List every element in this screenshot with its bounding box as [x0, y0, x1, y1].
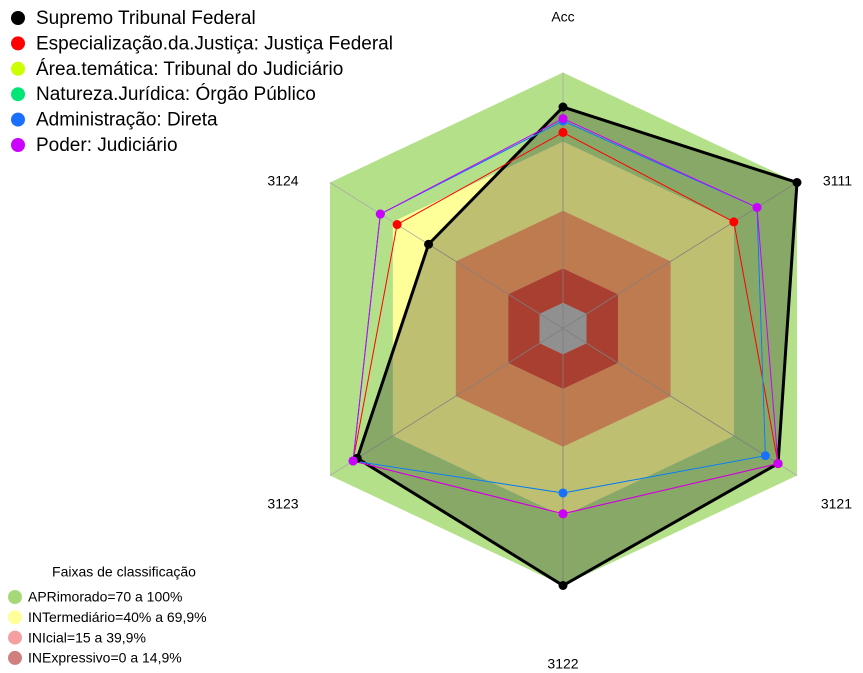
band-legend-label: INIcial=15 a 39,9%: [28, 629, 146, 645]
data-point: [558, 488, 568, 498]
legend-label: Poder: Judiciário: [36, 135, 178, 156]
legend-label: Área.temática: Tribunal do Judiciário: [36, 59, 343, 80]
legend-label: Administração: Direta: [36, 110, 218, 131]
data-point: [558, 509, 568, 519]
data-point: [558, 127, 568, 137]
axis-label: 3123: [267, 496, 298, 512]
data-point: [752, 202, 762, 212]
axis-line: [329, 182, 564, 329]
data-point: [792, 178, 802, 187]
axis-line: [562, 328, 798, 476]
legend-label: Natureza.Jurídica: Órgão Público: [36, 83, 316, 105]
legend-marker: [11, 61, 25, 76]
legend-marker: [11, 36, 25, 51]
data-point: [558, 581, 568, 590]
legend-label: Supremo Tribunal Federal: [36, 8, 256, 29]
data-point: [392, 220, 402, 230]
band-legend-marker: [8, 590, 22, 604]
legend-marker: [11, 138, 25, 152]
band-legend-marker: [8, 610, 22, 625]
axis-label: Acc: [551, 9, 574, 25]
band-legend-label: INTermediário=40% a 69,9%: [28, 609, 207, 625]
band-legend-marker: [8, 650, 22, 665]
legend-marker: [11, 112, 25, 127]
data-point: [558, 114, 568, 124]
bands-legend-title: Faixas de classificação: [52, 564, 196, 580]
band: [392, 141, 734, 517]
band: [508, 268, 618, 389]
legend-label: Especialização.da.Justiça: Justiça Feder…: [36, 33, 393, 54]
data-point: [773, 459, 783, 469]
axis-label: 3124: [267, 173, 298, 189]
data-point: [424, 239, 434, 249]
legend-marker: [11, 87, 25, 102]
data-point: [760, 451, 770, 461]
band-legend-label: INExpressivo=0 a 14,9%: [28, 650, 182, 666]
axis-label: 3122: [547, 656, 578, 672]
legend-marker: [11, 11, 25, 25]
data-point: [558, 102, 568, 112]
axis-label: 3111: [823, 173, 852, 189]
band-legend-marker: [8, 630, 22, 645]
band: [455, 210, 671, 447]
data-point: [729, 217, 739, 227]
axis-label: 3121: [821, 496, 852, 512]
data-point: [375, 209, 385, 219]
band-legend-label: APRimorado=70 a 100%: [28, 589, 183, 605]
data-point: [348, 456, 358, 466]
axis-line: [329, 328, 564, 476]
